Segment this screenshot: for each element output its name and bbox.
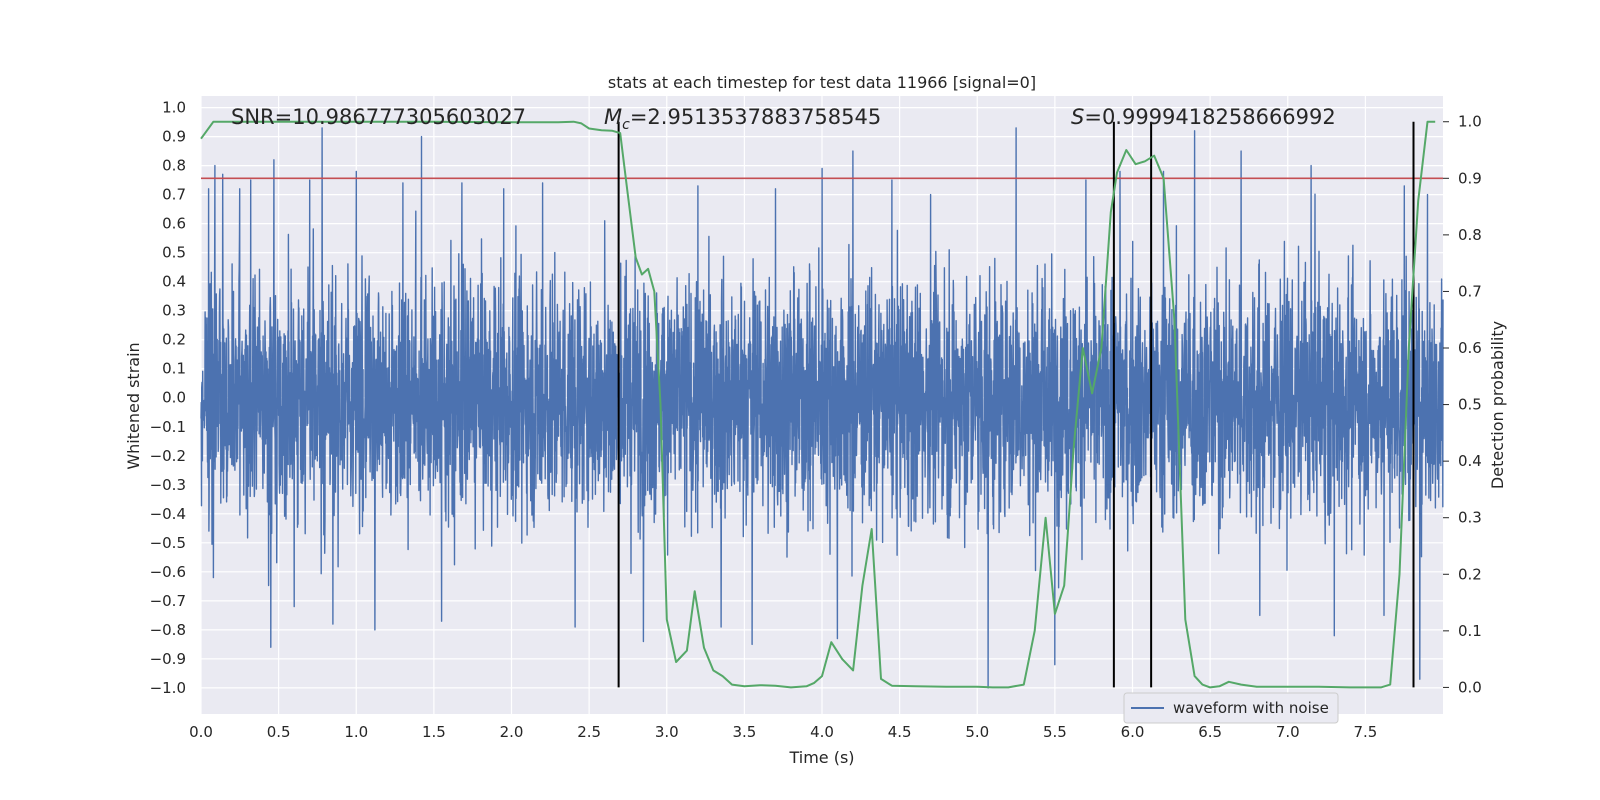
y-left-tick-label: −0.5: [150, 534, 186, 552]
s-value: =0.9999418258666992: [1084, 105, 1335, 129]
y-right-tick-label: 0.5: [1458, 396, 1482, 414]
y-left-axis-label: Whitened strain: [124, 342, 143, 469]
y-left-tick-label: 0.2: [162, 331, 186, 349]
mc-subscript: c: [622, 117, 630, 133]
x-tick-label: 4.0: [810, 723, 834, 741]
x-tick-labels: 0.0 0.5 1.0 1.5 2.0 2.5 3.0 3.5 4.0 4.5 5.0 5.5 6.0 6…: [189, 723, 1377, 741]
y-left-tick-label: −0.2: [150, 447, 186, 465]
y-left-tick-label: 1.0: [162, 99, 186, 117]
probability-line: [200, 120, 1436, 689]
y-left-tick-label: −0.8: [150, 621, 186, 639]
x-tick-label: 5.5: [1043, 723, 1067, 741]
y-right-tick-label: 0.7: [1458, 282, 1482, 300]
y-left-tick-label: −0.3: [150, 476, 186, 494]
x-tick-label: 2.0: [500, 723, 524, 741]
y-right-tick-label: 0.9: [1458, 169, 1482, 187]
x-axis-label: Time (s): [788, 748, 854, 767]
y-right-tick-label: 0.2: [1458, 565, 1482, 583]
y-left-tick-label: 0.5: [162, 244, 186, 262]
y-right-axis-label: Detection probability: [1488, 321, 1507, 489]
y-left-tick-label: 0.8: [162, 157, 186, 175]
y-left-tick-label: −1.0: [150, 679, 186, 697]
y-right-tick-labels: 0.0 0.1 0.2 0.3 0.4 0.5 0.6 0.7 0.8 0.9 1.0: [1443, 113, 1482, 696]
s-symbol: S: [1071, 105, 1084, 129]
y-right-tick-label: 0.4: [1458, 452, 1482, 470]
x-tick-label: 5.0: [965, 723, 989, 741]
y-left-tick-label: −0.9: [150, 650, 186, 668]
y-left-tick-label: 0.4: [162, 273, 186, 291]
y-left-tick-label: −0.1: [150, 418, 186, 436]
x-tick-label: 1.5: [422, 723, 446, 741]
snr-annotation: SNR=10.986777305603027: [231, 105, 526, 129]
y-left-tick-label: 0.1: [162, 360, 186, 378]
x-tick-label: 4.5: [888, 723, 912, 741]
x-tick-label: 7.0: [1276, 723, 1300, 741]
y-left-tick-label: −0.4: [150, 505, 186, 523]
legend-label: waveform with noise: [1173, 699, 1329, 717]
y-left-tick-labels: 1.0 0.9 0.8 0.7 0.6 0.5 0.4 0.3 0.2 0.1 0.0 −0.1 −0.…: [150, 99, 186, 697]
y-left-tick-label: 0.6: [162, 215, 186, 233]
x-tick-label: 6.5: [1198, 723, 1222, 741]
vertical-markers: [617, 121, 1415, 688]
y-left-tick-label: 0.3: [162, 302, 186, 320]
x-tick-label: 2.5: [577, 723, 601, 741]
waveform-line: [200, 127, 1444, 689]
y-right-tick-label: 0.0: [1458, 678, 1482, 696]
s-annotation: S=0.9999418258666992: [1071, 105, 1336, 129]
y-right-tick-label: 0.6: [1458, 339, 1482, 357]
y-right-tick-label: 0.1: [1458, 622, 1482, 640]
x-tick-label: 3.5: [732, 723, 756, 741]
y-left-tick-label: −0.6: [150, 563, 186, 581]
y-left-tick-label: 0.9: [162, 128, 186, 146]
mc-annotation: Mc=2.9513537883758545: [604, 105, 881, 133]
y-left-tick-label: 0.0: [162, 389, 186, 407]
y-left-tick-label: −0.7: [150, 592, 186, 610]
chart-title: stats at each timestep for test data 119…: [608, 73, 1036, 92]
legend: waveform with noise: [1123, 692, 1339, 724]
legend-box: [1123, 692, 1339, 724]
y-right-tick-label: 0.8: [1458, 226, 1482, 244]
x-tick-label: 7.5: [1353, 723, 1377, 741]
y-left-tick-label: 0.7: [162, 186, 186, 204]
x-tick-label: 0.5: [267, 723, 291, 741]
x-tick-label: 3.0: [655, 723, 679, 741]
x-tick-label: 0.0: [189, 723, 213, 741]
mc-value: =2.9513537883758545: [630, 105, 881, 129]
mc-symbol: M: [604, 105, 622, 129]
x-tick-label: 1.0: [344, 723, 368, 741]
y-right-tick-label: 0.3: [1458, 509, 1482, 527]
probability-series: [200, 120, 1436, 689]
x-tick-label: 6.0: [1121, 723, 1145, 741]
waveform-series: [200, 127, 1444, 689]
y-right-tick-label: 1.0: [1458, 113, 1482, 131]
